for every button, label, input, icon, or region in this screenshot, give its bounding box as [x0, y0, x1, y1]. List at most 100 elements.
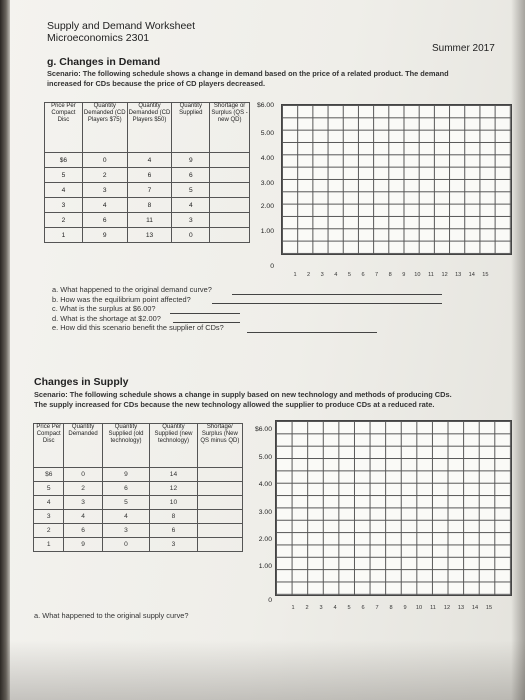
demand-questions: a. What happened to the original demand …	[52, 285, 224, 333]
demand-schedule-table: Price Per Compact Disc Quantity Demanded…	[44, 102, 250, 243]
demand-scenario-line-2: increased for CDs because the price of C…	[47, 78, 266, 88]
y-axis-label: $6.00	[256, 102, 274, 109]
header-cell: Shortage or Surplus (QS - new QD)	[209, 102, 250, 153]
x-axis-label: 12	[443, 605, 451, 611]
answer-line-a[interactable]	[232, 294, 442, 295]
page-right-shadow	[511, 0, 525, 700]
x-axis-label: 1	[293, 272, 297, 278]
worksheet-title: Supply and Demand Worksheet	[47, 20, 196, 32]
term-label: Summer 2017	[432, 43, 495, 54]
table-cell: 3	[81, 182, 128, 198]
header-cell: Quantity Supplied (old technology)	[101, 423, 151, 468]
table-cell: 9	[63, 537, 103, 552]
table-cell[interactable]	[196, 495, 244, 510]
table-cell: $6	[32, 467, 65, 482]
header-cell: Quantity Supplied (new technology)	[149, 423, 198, 468]
answer-line-b[interactable]	[212, 303, 442, 304]
table-row: 4 3 5 10	[32, 495, 244, 510]
table-row: 2 6 11 3	[44, 212, 250, 228]
y-axis-label: 4.00	[260, 155, 274, 162]
x-axis-label: 15	[482, 272, 489, 278]
x-axis-label: 11	[428, 272, 434, 278]
table-cell: 6	[171, 167, 211, 183]
table-cell: 6	[149, 523, 198, 538]
y-axis-label: $6.00	[254, 426, 272, 433]
table-cell: 4	[63, 509, 103, 524]
question-a: a. What happened to the original demand …	[52, 285, 212, 294]
x-axis-label: 8	[389, 605, 393, 611]
y-axis-label: 3.00	[260, 180, 274, 187]
table-cell: 3	[101, 523, 151, 538]
x-axis-label: 7	[375, 605, 379, 611]
table-cell[interactable]	[209, 227, 250, 243]
x-axis-label: 14	[471, 605, 479, 611]
table-cell: 3	[32, 509, 65, 524]
table-cell: 0	[171, 227, 211, 243]
demand-graph-grid[interactable]	[281, 104, 512, 255]
table-cell[interactable]	[209, 212, 250, 228]
x-axis-label: 12	[441, 272, 448, 278]
question-e: e. How did this scenario benefit the sup…	[52, 323, 224, 333]
table-cell[interactable]	[196, 467, 244, 482]
table-cell[interactable]	[196, 481, 244, 496]
header-cell: Quantity Demanded (CD Players $75)	[81, 102, 128, 153]
table-cell: 10	[149, 495, 198, 510]
table-cell[interactable]	[196, 523, 244, 538]
table-cell: 4	[44, 182, 83, 198]
supply-scenario-line-1: Scenario: The following schedule shows a…	[34, 390, 452, 399]
table-cell[interactable]	[196, 537, 244, 552]
table-cell: 4	[81, 197, 128, 213]
answer-line-d[interactable]	[173, 322, 240, 323]
table-cell: 6	[63, 523, 103, 538]
table-row: $6 0 9 14	[32, 467, 244, 482]
supply-scenario-line-2: The supply increased for CDs because the…	[34, 399, 435, 409]
supply-question-a: a. What happened to the original supply …	[34, 611, 189, 620]
table-cell: 0	[101, 537, 151, 552]
table-cell: 2	[44, 212, 83, 228]
table-cell: 3	[63, 495, 103, 510]
answer-line-c[interactable]	[170, 313, 240, 314]
x-axis-label: 11	[430, 605, 436, 611]
table-cell[interactable]	[209, 182, 250, 198]
y-axis-label: 2.00	[258, 536, 272, 543]
table-cell: 7	[126, 182, 173, 198]
supply-questions: a. What happened to the original supply …	[34, 611, 188, 621]
table-cell: 3	[171, 212, 211, 228]
table-cell: 9	[81, 227, 128, 243]
answer-line-e[interactable]	[247, 332, 377, 333]
supply-graph-grid[interactable]	[275, 420, 512, 596]
table-cell: 8	[149, 509, 198, 524]
x-axis-label: 7	[375, 272, 379, 278]
x-axis-label: 10	[414, 272, 421, 278]
table-cell: 5	[44, 167, 83, 183]
table-cell: 13	[126, 227, 173, 243]
table-row: 5 2 6 12	[32, 481, 244, 496]
table-cell: 4	[101, 509, 151, 524]
table-cell: 0	[63, 467, 103, 482]
table-cell[interactable]	[209, 197, 250, 213]
page-edge-shadow	[0, 0, 10, 700]
x-axis-label: 13	[457, 605, 465, 611]
demand-scenario: Scenario: The following schedule shows a…	[47, 69, 502, 88]
question-d: d. What is the shortage at $2.00?	[52, 313, 161, 323]
table-cell: 4	[32, 495, 65, 510]
table-cell: 14	[149, 467, 198, 482]
course-name: Microeconomics 2301	[47, 32, 150, 44]
y-axis-label: 4.00	[258, 481, 272, 488]
x-axis-label: 2	[305, 605, 309, 611]
table-cell: 1	[32, 537, 65, 552]
table-cell: 6	[101, 481, 151, 496]
table-cell[interactable]	[209, 152, 250, 168]
x-axis-label: 15	[485, 605, 493, 611]
table-cell[interactable]	[209, 167, 250, 183]
question-b: b. How was the equilibrium point affecte…	[52, 294, 191, 304]
table-cell[interactable]	[196, 509, 244, 524]
x-axis-label: 3	[320, 272, 324, 278]
